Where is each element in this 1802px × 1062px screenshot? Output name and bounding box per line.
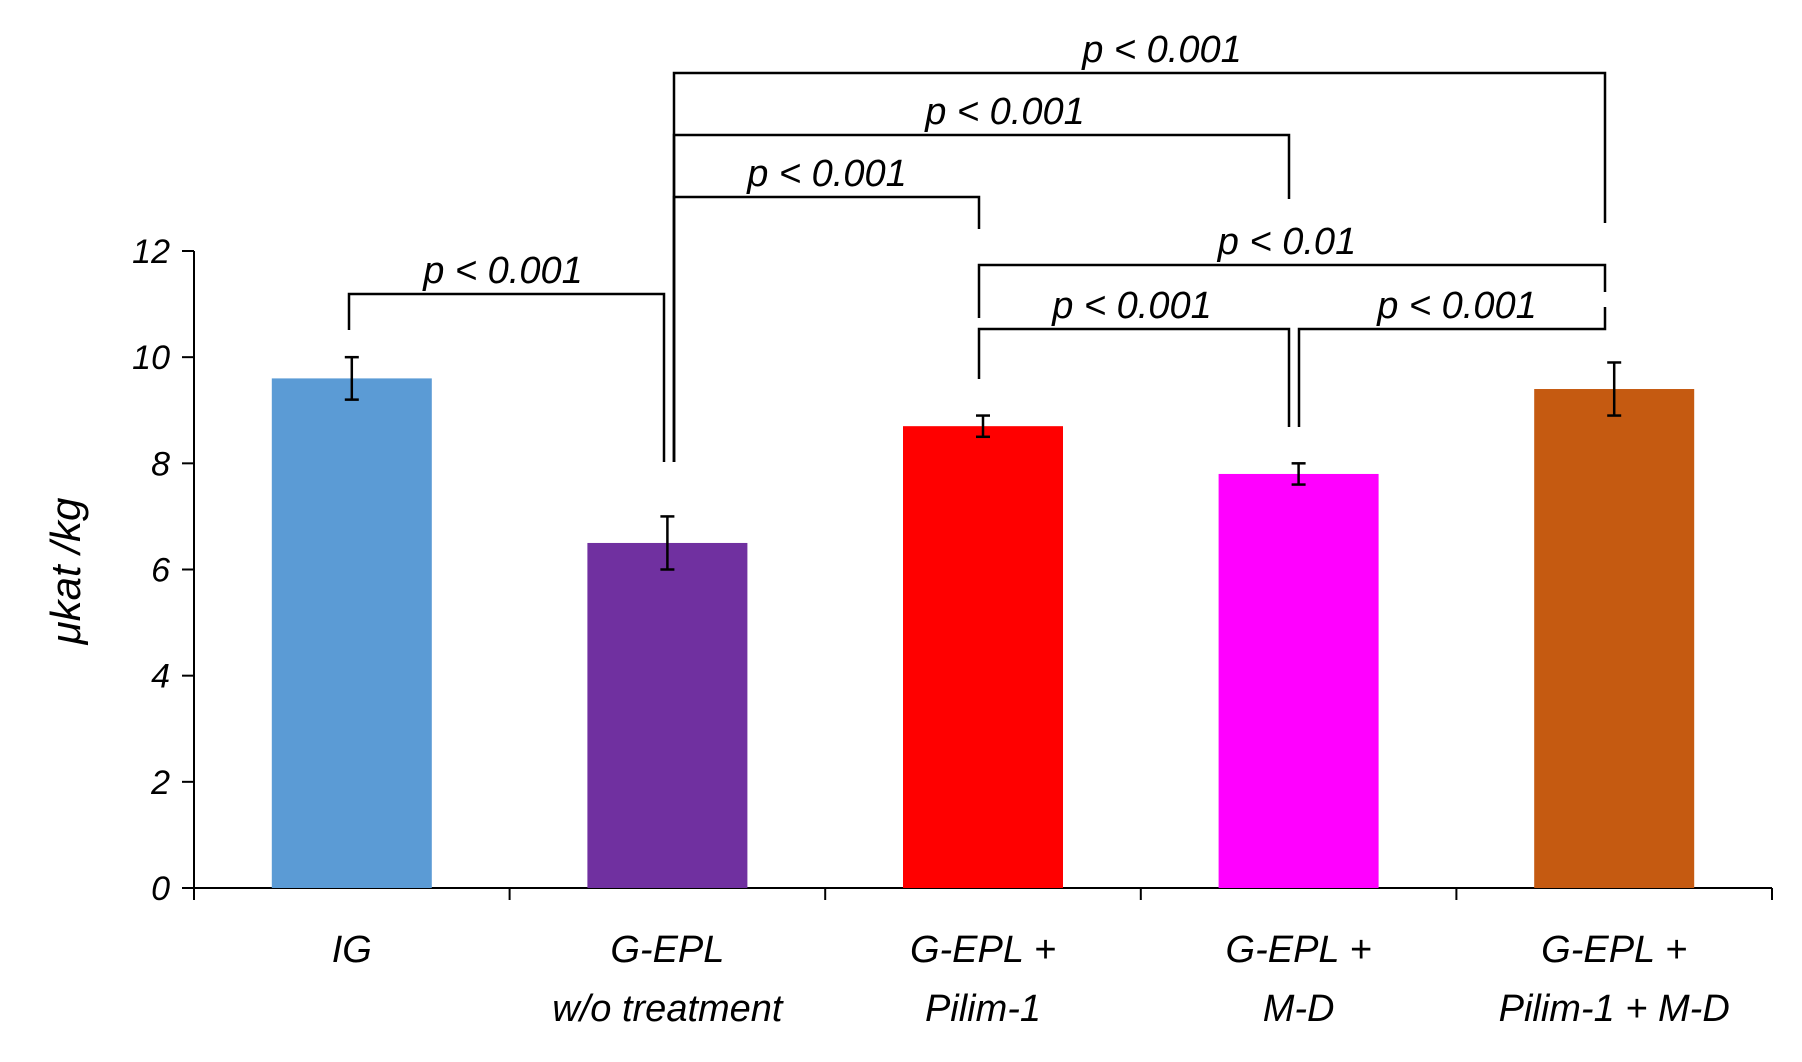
significance-label: p < 0.001 xyxy=(924,91,1085,133)
significance-bracket xyxy=(347,292,666,462)
y-axis: 0 2 4 6 8 10 12 xyxy=(132,233,195,908)
y-tick-label: 0 xyxy=(151,870,170,908)
y-tick-label: 2 xyxy=(150,764,170,802)
significance-label: p < 0.01 xyxy=(1217,221,1356,263)
y-tick-label: 8 xyxy=(151,445,170,483)
y-tick-label: 12 xyxy=(132,233,170,271)
y-tick-label: 6 xyxy=(151,552,170,590)
significance-label: p < 0.001 xyxy=(422,250,583,292)
category-label: Pilim-1 xyxy=(925,988,1041,1030)
category-label: G-EPL + xyxy=(1226,929,1372,971)
bars xyxy=(271,378,1695,888)
significance-label: p < 0.001 xyxy=(1051,285,1212,327)
bar xyxy=(903,426,1063,888)
category-label: Pilim-1 + M-D xyxy=(1499,988,1730,1030)
y-axis-label: μkat /kg xyxy=(42,498,89,646)
bar xyxy=(587,542,748,888)
significance-bracket xyxy=(672,195,981,462)
bar xyxy=(1534,389,1695,888)
y-tick-label: 4 xyxy=(151,658,170,696)
bar xyxy=(1218,473,1379,888)
significance-bracket xyxy=(672,71,1607,462)
significance-bracket xyxy=(1297,307,1607,427)
bar xyxy=(271,378,432,888)
category-label: IG xyxy=(332,929,372,971)
category-label: G-EPL xyxy=(610,929,724,971)
error-bars xyxy=(344,355,1622,571)
x-axis: IG G-EPL w/o treatment G-EPL + Pilim-1 G-EPL … xyxy=(193,887,1773,1030)
significance-bracket xyxy=(977,263,1607,318)
category-label: G-EPL + xyxy=(910,929,1056,971)
significance-label: p < 0.001 xyxy=(746,153,907,195)
significance-label: p < 0.001 xyxy=(1081,29,1242,71)
y-tick-label: 10 xyxy=(132,339,170,377)
significance-bracket xyxy=(977,327,1291,427)
category-label: w/o treatment xyxy=(552,988,784,1030)
significance-label: p < 0.001 xyxy=(1376,285,1537,327)
category-label: G-EPL + xyxy=(1541,929,1687,971)
category-label: M-D xyxy=(1263,988,1335,1030)
